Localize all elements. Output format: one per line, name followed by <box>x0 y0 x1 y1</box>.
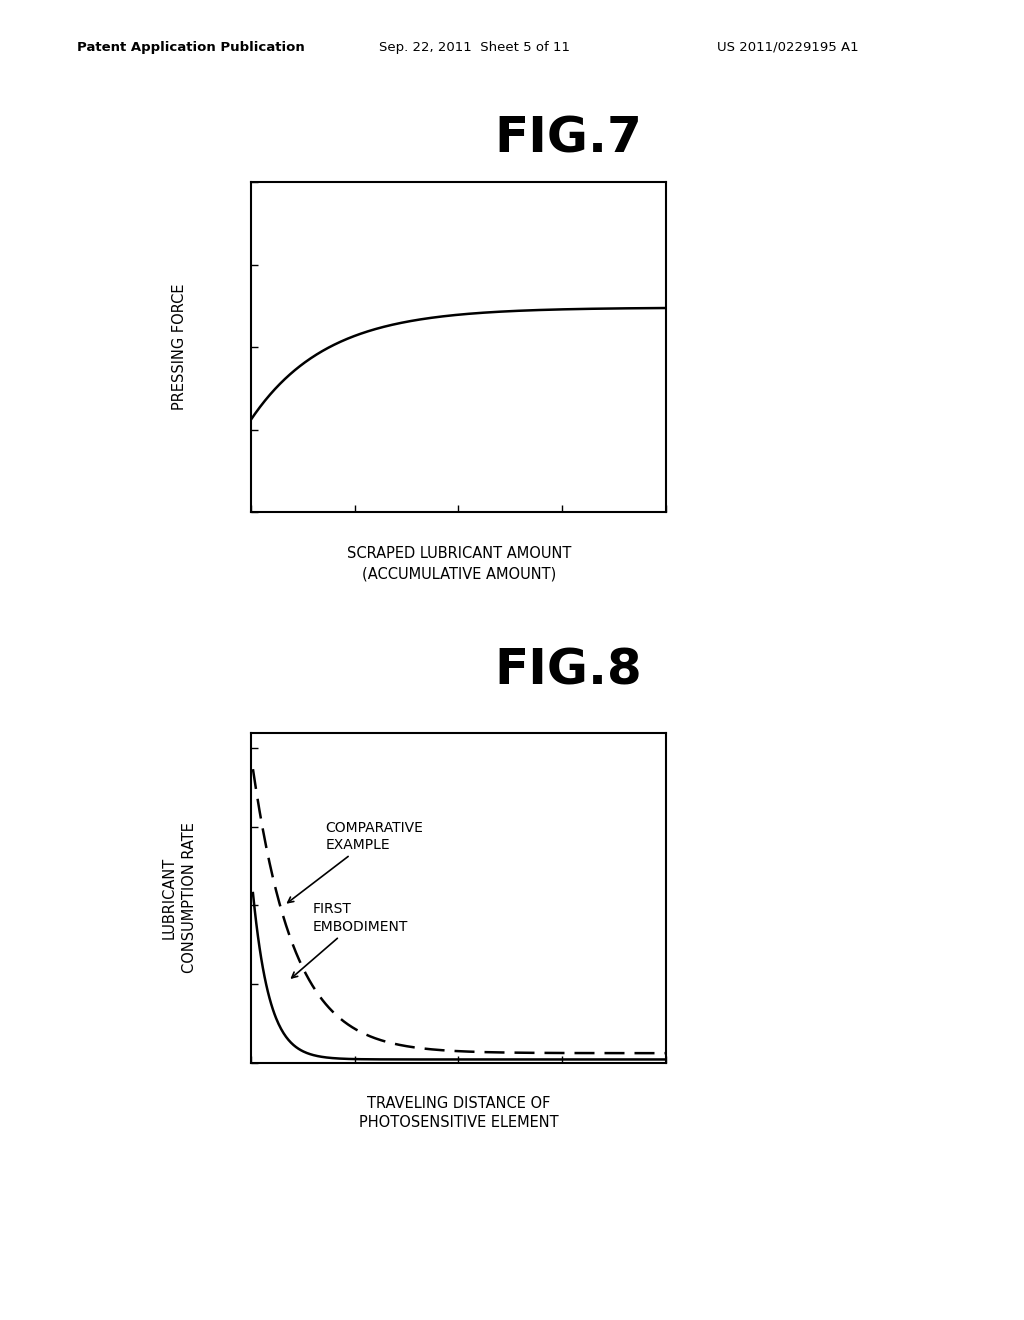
Text: FIG.8: FIG.8 <box>495 647 642 694</box>
Text: FIRST
EMBODIMENT: FIRST EMBODIMENT <box>292 903 409 978</box>
Text: US 2011/0229195 A1: US 2011/0229195 A1 <box>717 41 858 54</box>
Text: COMPARATIVE
EXAMPLE: COMPARATIVE EXAMPLE <box>288 821 423 903</box>
Text: FIG.7: FIG.7 <box>495 115 642 162</box>
Text: SCRAPED LUBRICANT AMOUNT
(ACCUMULATIVE AMOUNT): SCRAPED LUBRICANT AMOUNT (ACCUMULATIVE A… <box>346 546 571 581</box>
Text: TRAVELING DISTANCE OF
PHOTOSENSITIVE ELEMENT: TRAVELING DISTANCE OF PHOTOSENSITIVE ELE… <box>359 1096 558 1130</box>
Text: Sep. 22, 2011  Sheet 5 of 11: Sep. 22, 2011 Sheet 5 of 11 <box>379 41 570 54</box>
Text: LUBRICANT
CONSUMPTION RATE: LUBRICANT CONSUMPTION RATE <box>162 822 197 973</box>
Text: PRESSING FORCE: PRESSING FORCE <box>172 284 186 411</box>
Text: Patent Application Publication: Patent Application Publication <box>77 41 304 54</box>
